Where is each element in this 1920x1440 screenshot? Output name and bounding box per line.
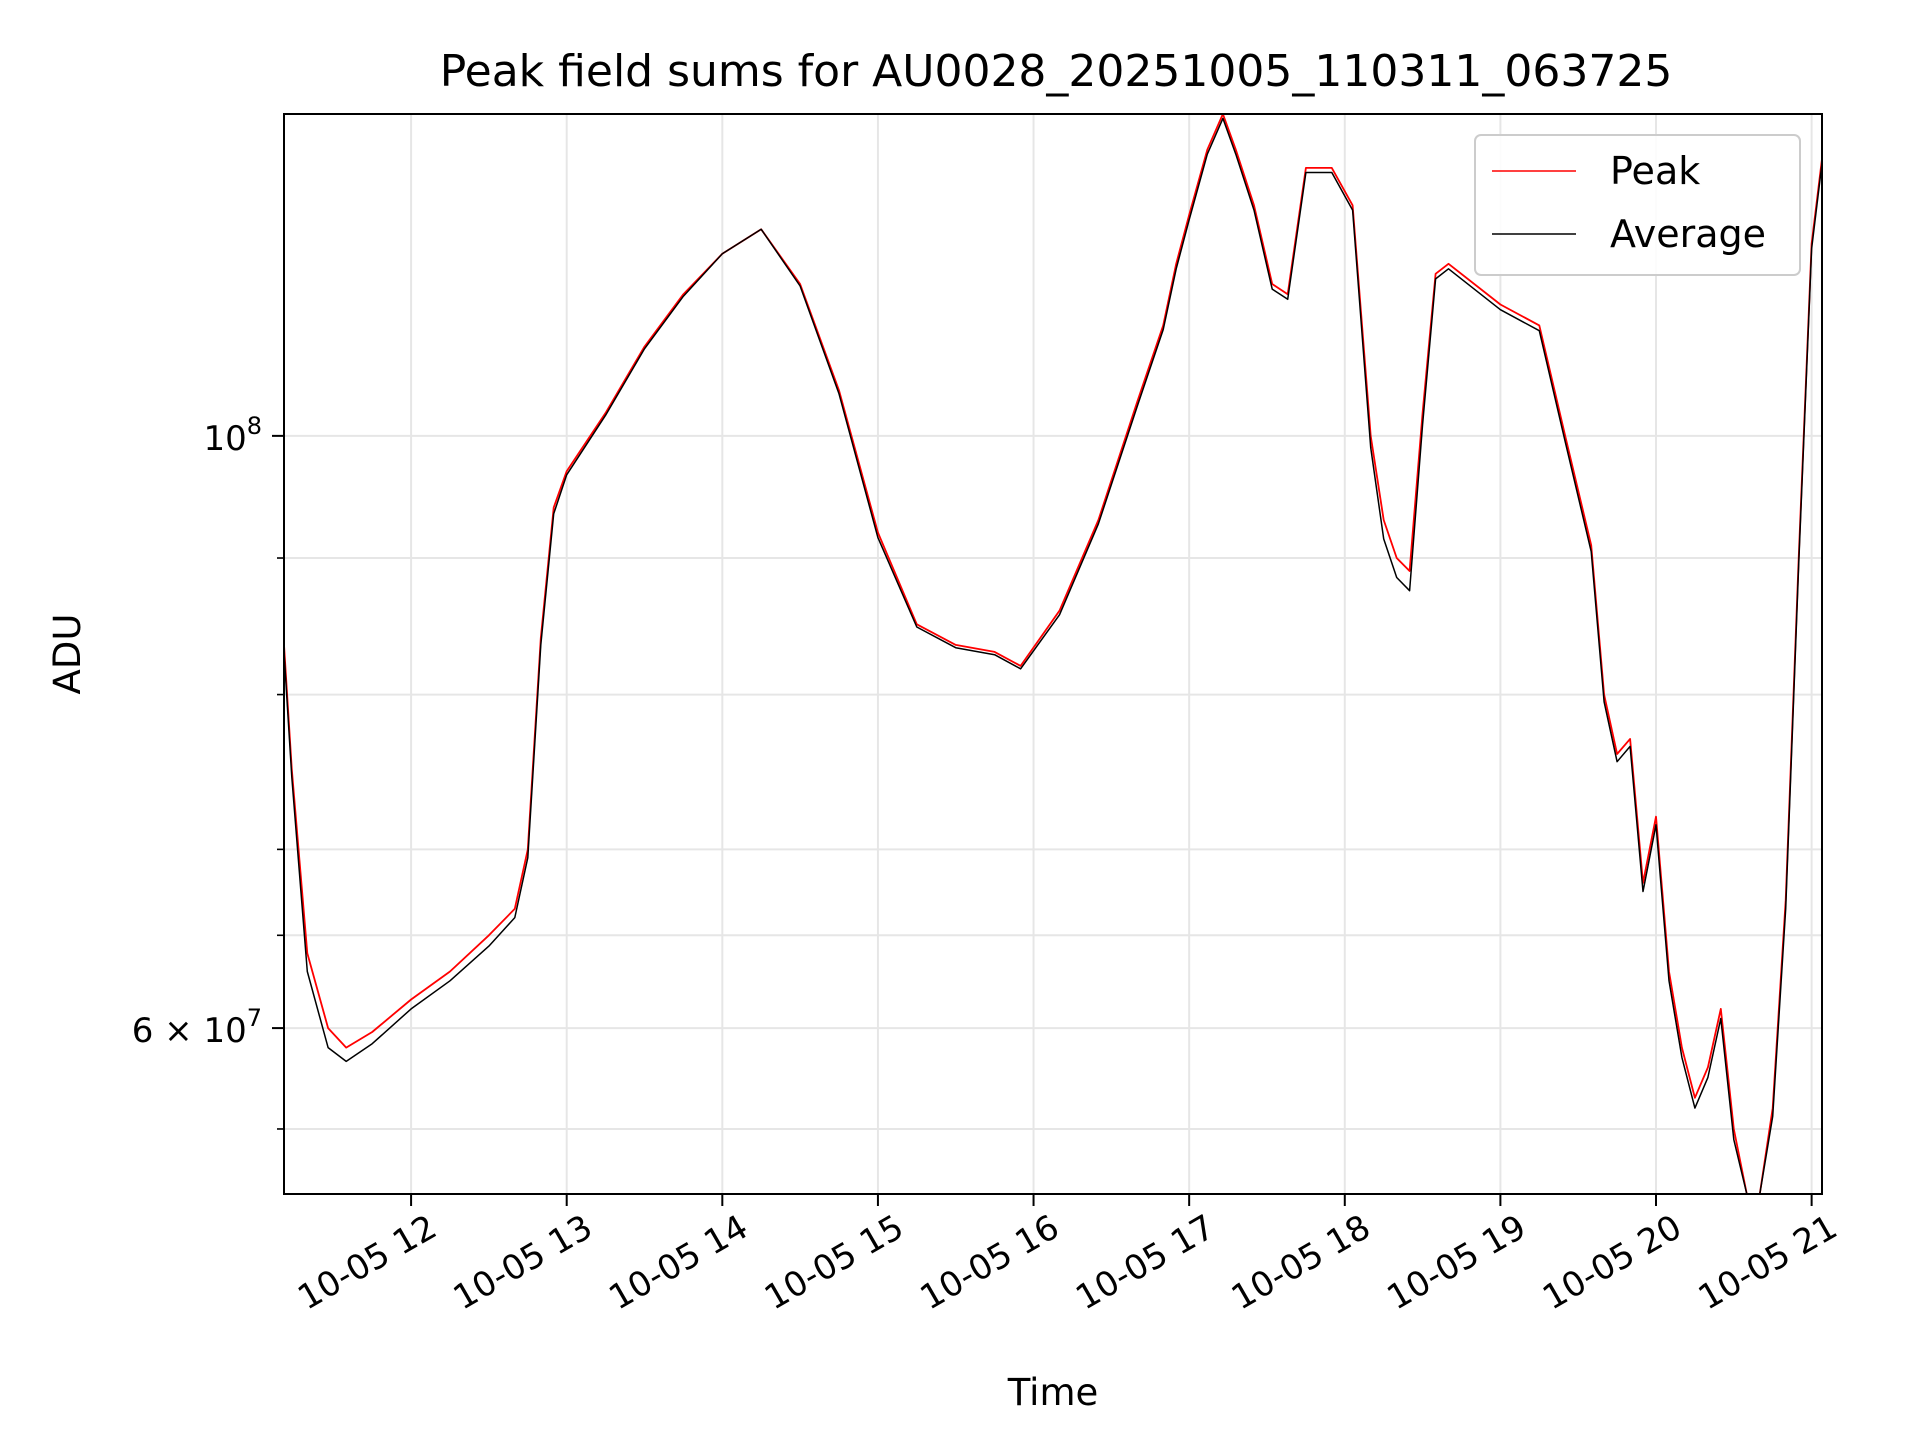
y-tick-label: 6 × 107 [132,1004,262,1051]
y-axis-label: ADU [46,614,89,695]
y-tick-label: 108 [203,412,262,459]
axes-frame [283,113,1823,1195]
legend-box [1474,134,1801,276]
plot-area [283,113,1823,1195]
legend-label-average: Average [1610,212,1766,256]
series-line-average [283,117,1823,1195]
y-tick-base: 10 [203,1011,246,1051]
legend: Peak Average [1474,134,1801,276]
y-tick-mantissa: 6 × [132,1011,204,1051]
y-tick-exponent: 7 [247,1004,262,1032]
y-tick-exponent: 8 [247,412,262,440]
legend-label-peak: Peak [1610,149,1700,193]
x-axis-label: Time [1007,1371,1099,1414]
y-tick-base: 10 [203,419,246,459]
chart-title: Peak field sums for AU0028_20251005_1103… [440,46,1673,97]
